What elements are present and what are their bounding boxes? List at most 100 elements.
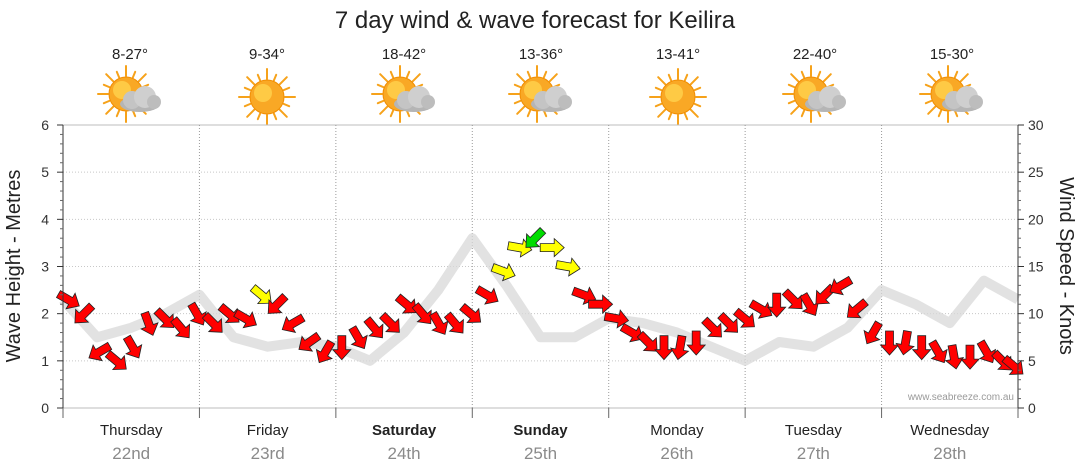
wind-arrow bbox=[474, 285, 499, 305]
day-name-label: Saturday bbox=[372, 422, 437, 439]
wind-arrow bbox=[122, 334, 143, 359]
wind-arrow bbox=[428, 311, 449, 335]
right-tick-label: 20 bbox=[1028, 211, 1044, 227]
wind-arrow bbox=[781, 288, 803, 310]
day-date-label: 28th bbox=[933, 444, 966, 463]
partly-cloudy-icon bbox=[782, 65, 846, 123]
wind-arrow bbox=[267, 293, 289, 314]
partly-cloudy-icon bbox=[371, 65, 435, 123]
right-tick-label: 30 bbox=[1028, 117, 1044, 133]
wind-arrow bbox=[217, 303, 240, 323]
wind-arrow bbox=[928, 339, 948, 364]
temperature-label: 8-27° bbox=[112, 46, 148, 63]
temperature-label: 9-34° bbox=[249, 46, 285, 63]
weather-row: 8-27° 9-34° 18-42° 13-36° 13-41° 22-40° 15-30° bbox=[97, 46, 983, 126]
wind-arrow bbox=[555, 257, 581, 277]
left-tick-label: 5 bbox=[41, 164, 49, 180]
wind-arrow bbox=[669, 334, 690, 361]
day-name-label: Wednesday bbox=[910, 422, 989, 439]
wind-arrow bbox=[88, 341, 113, 362]
wind-arrow bbox=[379, 311, 400, 333]
wind-arrow bbox=[153, 307, 175, 329]
watermark: www.seabreeze.com.au bbox=[907, 392, 1014, 403]
wind-arrow bbox=[879, 330, 900, 356]
wind-arrow bbox=[976, 339, 997, 364]
wind-arrow bbox=[249, 284, 272, 305]
wind-arrow bbox=[701, 316, 722, 338]
wind-arrow bbox=[363, 316, 384, 339]
temperature-label: 13-41° bbox=[656, 46, 700, 63]
wind-arrow-series bbox=[55, 227, 1024, 375]
right-axis-title: Wind Speed - Knots bbox=[1055, 177, 1077, 355]
day-name-label: Tuesday bbox=[785, 422, 842, 439]
wind-arrow bbox=[233, 308, 257, 329]
partly-cloudy-icon bbox=[508, 65, 572, 123]
wind-arrow bbox=[140, 310, 159, 336]
wind-arrow bbox=[846, 298, 869, 319]
wind-arrow bbox=[443, 311, 464, 334]
left-tick-label: 1 bbox=[41, 353, 49, 369]
day-date-label: 25th bbox=[524, 444, 557, 463]
day-name-label: Thursday bbox=[100, 422, 163, 439]
wind-arrow bbox=[588, 294, 614, 315]
left-tick-label: 3 bbox=[41, 259, 49, 275]
wind-arrow bbox=[748, 299, 773, 319]
wind-arrow bbox=[281, 313, 306, 333]
wind-arrow bbox=[539, 237, 565, 258]
wind-arrow bbox=[201, 311, 223, 333]
sunny-icon bbox=[649, 68, 707, 126]
day-date-label: 22nd bbox=[112, 444, 150, 463]
wind-arrow bbox=[394, 293, 417, 314]
day-date-label: 27th bbox=[797, 444, 830, 463]
wind-arrow bbox=[411, 302, 432, 325]
left-tick-label: 0 bbox=[41, 400, 49, 416]
wind-arrow bbox=[799, 292, 819, 316]
wind-arrow bbox=[104, 350, 127, 371]
wind-arrow bbox=[960, 344, 980, 370]
wind-arrow bbox=[74, 302, 96, 324]
wind-arrow bbox=[331, 335, 352, 361]
temperature-label: 18-42° bbox=[382, 46, 426, 63]
wind-arrow bbox=[717, 311, 739, 333]
day-name-label: Friday bbox=[247, 422, 289, 439]
right-axis: 0 5 10 15 20 25 30 bbox=[1017, 117, 1044, 416]
day-name-label: Sunday bbox=[513, 422, 568, 439]
left-tick-label: 6 bbox=[41, 117, 49, 133]
wind-arrow bbox=[459, 303, 482, 323]
day-name-label: Monday bbox=[650, 422, 704, 439]
wind-arrow bbox=[654, 335, 674, 361]
day-date-label: 26th bbox=[660, 444, 693, 463]
wind-arrow bbox=[315, 339, 336, 364]
left-tick-label: 2 bbox=[41, 306, 49, 322]
wind-arrow bbox=[732, 307, 755, 328]
day-date-label: 23rd bbox=[251, 444, 285, 463]
temperature-label: 22-40° bbox=[793, 46, 837, 63]
wind-arrow bbox=[863, 320, 883, 345]
wind-arrow bbox=[187, 301, 207, 326]
sunny-icon bbox=[238, 68, 296, 126]
temperature-label: 13-36° bbox=[519, 46, 563, 63]
temperature-label: 15-30° bbox=[930, 46, 974, 63]
wind-arrow bbox=[525, 227, 547, 248]
left-tick-label: 4 bbox=[41, 211, 49, 227]
left-axis: 0 1 2 3 4 5 6 bbox=[41, 117, 1019, 418]
day-date-label: 24th bbox=[388, 444, 421, 463]
wind-arrow bbox=[636, 330, 658, 352]
right-tick-label: 25 bbox=[1028, 164, 1044, 180]
wind-arrow bbox=[298, 331, 322, 352]
partly-cloudy-icon bbox=[97, 65, 161, 123]
left-axis-title: Wave Height - Metres bbox=[3, 170, 25, 363]
wind-arrow bbox=[944, 344, 965, 370]
chart-title: 7 day wind & wave forecast for Keilira bbox=[335, 7, 736, 34]
right-tick-label: 15 bbox=[1028, 259, 1044, 275]
wind-arrow bbox=[170, 316, 191, 339]
wind-arrow bbox=[603, 309, 630, 329]
wind-arrow bbox=[490, 262, 516, 282]
wind-arrow bbox=[766, 292, 787, 318]
right-tick-label: 10 bbox=[1028, 306, 1044, 322]
wind-arrow bbox=[686, 330, 707, 356]
right-tick-label: 0 bbox=[1028, 400, 1036, 416]
right-tick-label: 5 bbox=[1028, 353, 1036, 369]
partly-cloudy-icon bbox=[919, 65, 983, 123]
